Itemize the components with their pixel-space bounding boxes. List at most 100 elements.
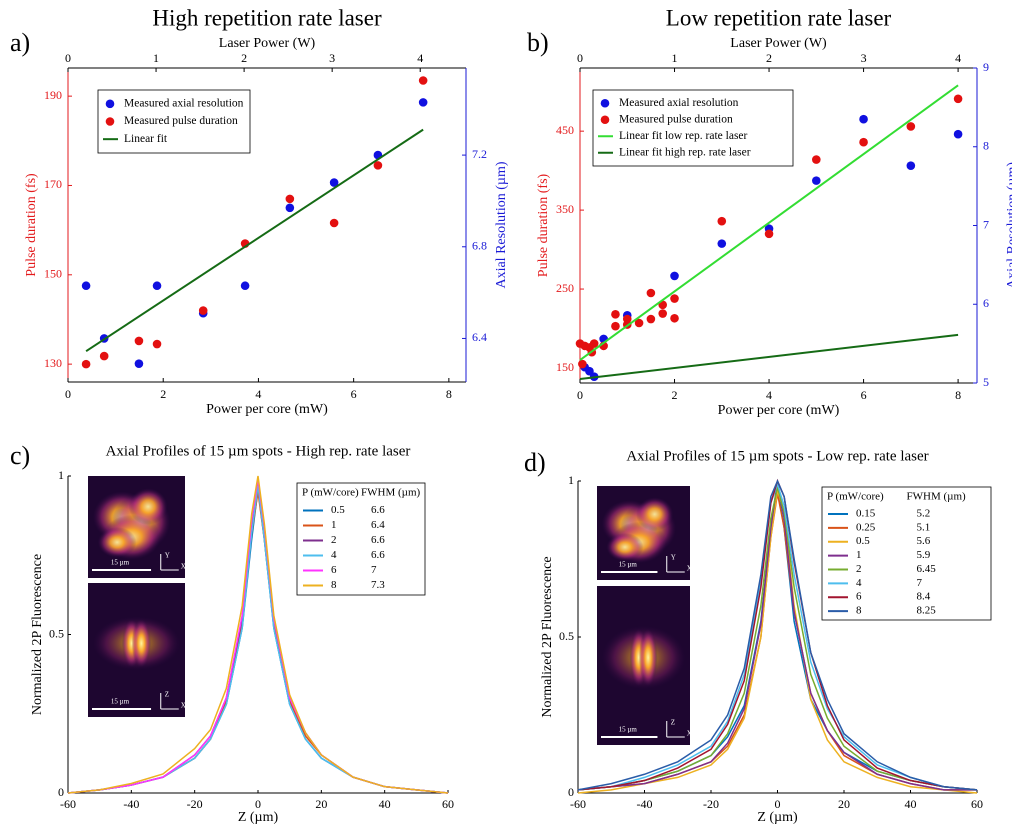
legend-label: 0.15 bbox=[856, 507, 876, 519]
y2-tick-label: 9 bbox=[983, 60, 989, 74]
x2-tick-label: 1 bbox=[153, 51, 159, 65]
data-point bbox=[153, 281, 162, 290]
x-tick-label: 0 bbox=[775, 797, 781, 811]
legend-swatch bbox=[601, 99, 610, 108]
x-tick-label: 8 bbox=[955, 388, 961, 402]
fit-line bbox=[580, 335, 958, 379]
data-point bbox=[647, 315, 656, 324]
inset-blob bbox=[129, 488, 168, 525]
x2-axis-label: Laser Power (W) bbox=[730, 36, 827, 51]
y2-tick-label: 8 bbox=[983, 139, 989, 153]
x-tick-label: 20 bbox=[838, 797, 850, 811]
x-tick-label: -40 bbox=[637, 797, 653, 811]
y-tick-label: 350 bbox=[556, 202, 574, 216]
x-tick-label: 60 bbox=[442, 797, 454, 811]
x2-tick-label: 3 bbox=[329, 51, 335, 65]
legend-label: 2 bbox=[856, 563, 862, 575]
y-axis-label: Pulse duration (fs) bbox=[536, 173, 551, 277]
x-tick-label: 0 bbox=[577, 388, 583, 402]
x-tick-label: -60 bbox=[60, 797, 76, 811]
chart-title: Axial Profiles of 15 µm spots - High rep… bbox=[106, 443, 411, 459]
panel-label: b) bbox=[527, 28, 549, 57]
scale-bar-label: 15 µm bbox=[619, 726, 638, 734]
y-tick-label: 190 bbox=[44, 88, 62, 102]
y-tick-label: 450 bbox=[556, 123, 574, 137]
data-point bbox=[578, 360, 587, 369]
y-tick-label: 0.5 bbox=[49, 626, 64, 640]
y2-tick-label: 5 bbox=[983, 375, 989, 389]
legend-fwhm: 7 bbox=[917, 577, 923, 589]
y-tick-label: 170 bbox=[44, 177, 62, 191]
legend-header: FWHM (µm) bbox=[361, 487, 421, 499]
chart-title: Low repetition rate laser bbox=[666, 5, 892, 30]
data-point bbox=[765, 229, 774, 238]
legend-label: 0.5 bbox=[856, 535, 870, 547]
legend-label: Linear fit low rep. rate laser bbox=[619, 130, 748, 142]
legend-label: Measured axial resolution bbox=[619, 97, 739, 109]
x2-tick-label: 4 bbox=[955, 51, 961, 65]
y-tick-label: 0.5 bbox=[559, 629, 574, 643]
legend-fwhm: 6.6 bbox=[371, 534, 385, 546]
x-tick-label: 6 bbox=[351, 387, 357, 401]
data-point bbox=[670, 272, 679, 281]
data-point bbox=[419, 98, 428, 107]
x-tick-label: 8 bbox=[446, 387, 452, 401]
y-axis-label: Normalized 2P Fluorescence bbox=[30, 554, 45, 715]
x-axis-label: Z (µm) bbox=[757, 810, 798, 825]
x-tick-label: 20 bbox=[315, 797, 327, 811]
data-point bbox=[611, 310, 620, 319]
scale-bar-label: 15 µm bbox=[111, 559, 130, 567]
scale-bar-label: 15 µm bbox=[111, 698, 130, 706]
inset-blob bbox=[132, 619, 151, 667]
x2-tick-label: 4 bbox=[417, 51, 423, 65]
legend-label: Linear fit high rep. rate laser bbox=[619, 146, 751, 158]
data-point bbox=[670, 314, 679, 323]
x-tick-label: 4 bbox=[255, 387, 261, 401]
legend-label: 6 bbox=[856, 591, 862, 603]
y-tick-label: 1 bbox=[58, 468, 64, 482]
y2-axis-label: Axial Resolution (µm) bbox=[1005, 162, 1012, 289]
x-tick-label: 2 bbox=[160, 387, 166, 401]
y-tick-label: 250 bbox=[556, 281, 574, 295]
legend-fwhm: 6.4 bbox=[371, 519, 385, 531]
y-axis-label: Pulse duration (fs) bbox=[24, 173, 39, 277]
data-point bbox=[419, 76, 428, 85]
legend-fwhm: 7.3 bbox=[371, 579, 385, 591]
x2-axis-label: Laser Power (W) bbox=[219, 36, 316, 51]
figure: a)High repetition rate laser024680123413… bbox=[0, 0, 1012, 834]
legend-box bbox=[822, 487, 991, 620]
legend-label: 1 bbox=[856, 549, 862, 561]
data-point bbox=[330, 219, 339, 228]
legend-label: Measured axial resolution bbox=[124, 97, 244, 109]
inset-blob bbox=[606, 533, 643, 561]
inset-axis-label: Z bbox=[165, 691, 169, 699]
data-point bbox=[954, 130, 963, 139]
y2-tick-label: 6 bbox=[983, 296, 989, 310]
x-tick-label: -20 bbox=[187, 797, 203, 811]
inset-axis-label: X bbox=[687, 565, 692, 573]
data-point bbox=[82, 281, 91, 290]
y2-axis-label: Axial Resolution (µm) bbox=[494, 161, 509, 288]
legend-header: P (mW/core) bbox=[827, 491, 884, 503]
inset-axis-label: Z bbox=[671, 719, 675, 727]
legend-header: FWHM (µm) bbox=[907, 491, 967, 503]
legend-label: 2 bbox=[331, 534, 337, 546]
legend-label: 4 bbox=[331, 549, 337, 561]
data-point bbox=[907, 161, 916, 170]
legend-fwhm: 5.1 bbox=[917, 521, 931, 533]
data-point bbox=[907, 122, 916, 131]
fit-line bbox=[86, 130, 423, 352]
chart-title: Axial Profiles of 15 µm spots - Low rep.… bbox=[626, 448, 928, 464]
panel-label: d) bbox=[524, 448, 546, 477]
legend-fwhm: 6.6 bbox=[371, 549, 385, 561]
data-point bbox=[286, 204, 295, 213]
data-point bbox=[286, 195, 295, 204]
panel-label: a) bbox=[10, 28, 30, 57]
x-tick-label: 0 bbox=[65, 387, 71, 401]
legend-label: 0.25 bbox=[856, 521, 876, 533]
legend-label: 6 bbox=[331, 564, 337, 576]
data-point bbox=[658, 309, 667, 318]
x-tick-label: 6 bbox=[861, 388, 867, 402]
panel-label: c) bbox=[10, 441, 30, 470]
y2-tick-label: 6.4 bbox=[472, 330, 487, 344]
